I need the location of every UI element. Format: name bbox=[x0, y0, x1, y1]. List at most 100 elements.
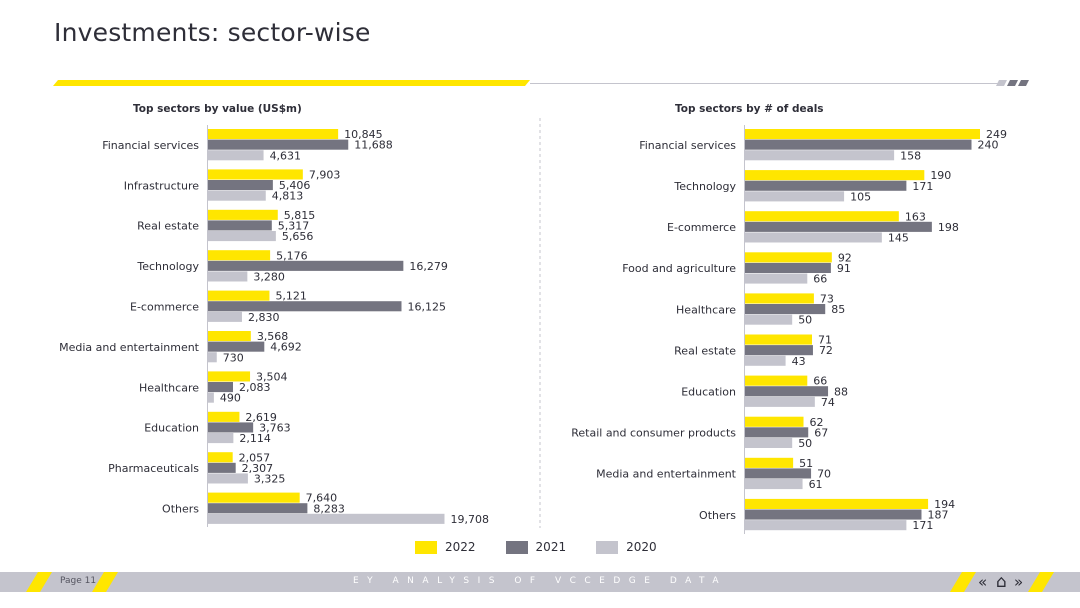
data-label-2021: 2,083 bbox=[239, 381, 271, 394]
data-label-2021: 8,283 bbox=[313, 502, 345, 515]
data-label-2021: 2,307 bbox=[242, 462, 274, 475]
category-label: Pharmaceuticals bbox=[108, 462, 199, 475]
data-label-2021: 88 bbox=[834, 385, 848, 398]
data-label-2022: 249 bbox=[986, 128, 1007, 141]
data-label-2021: 11,688 bbox=[354, 139, 393, 152]
data-label-2021: 5,406 bbox=[279, 179, 311, 192]
footer-stripe-right-2 bbox=[1028, 572, 1054, 592]
legend-label-2020: 2020 bbox=[626, 540, 657, 554]
bar-2021 bbox=[745, 139, 972, 150]
category-label: E-commerce bbox=[667, 221, 736, 234]
bar-2022 bbox=[208, 331, 251, 342]
bar-2020 bbox=[208, 433, 234, 444]
legend-label-2021: 2021 bbox=[535, 540, 567, 554]
nav-home-icon[interactable]: ⌂ bbox=[996, 572, 1007, 592]
data-label-2022: 71 bbox=[818, 334, 832, 347]
category-label: E-commerce bbox=[130, 301, 199, 314]
accent-bar bbox=[53, 80, 530, 86]
bar-2022 bbox=[745, 293, 814, 304]
category-label: Infrastructure bbox=[124, 179, 200, 192]
category-label: Retail and consumer products bbox=[571, 427, 736, 440]
data-label-2021: 171 bbox=[912, 180, 933, 193]
data-label-2020: 171 bbox=[912, 519, 933, 532]
bar-2021 bbox=[208, 180, 273, 191]
bar-2022 bbox=[745, 334, 813, 345]
bar-2021 bbox=[208, 422, 254, 433]
bar-2021 bbox=[745, 427, 809, 438]
data-label-2021: 187 bbox=[927, 509, 948, 522]
bar-2020 bbox=[208, 150, 264, 161]
bar-2021 bbox=[208, 382, 233, 393]
bar-2022 bbox=[208, 209, 278, 220]
nav-next-icon[interactable]: » bbox=[1014, 573, 1024, 591]
accent-tick-3 bbox=[1018, 80, 1029, 86]
data-label-2020: 4,631 bbox=[270, 149, 302, 162]
bar-2020 bbox=[208, 311, 242, 322]
data-label-2022: 7,640 bbox=[306, 492, 338, 505]
data-label-2021: 72 bbox=[819, 344, 833, 357]
data-label-2022: 3,504 bbox=[256, 371, 288, 384]
bar-2020 bbox=[208, 352, 217, 363]
legend-item-2020: 2020 bbox=[596, 540, 657, 554]
bar-2020 bbox=[208, 271, 248, 282]
bar-2020 bbox=[745, 191, 845, 202]
bar-2021 bbox=[208, 139, 349, 150]
data-label-2022: 51 bbox=[799, 457, 813, 470]
bar-2022 bbox=[745, 170, 925, 181]
bar-2021 bbox=[745, 386, 829, 397]
bar-2022 bbox=[745, 211, 899, 222]
bar-2020 bbox=[745, 232, 882, 243]
bar-2021 bbox=[745, 509, 922, 520]
data-label-2022: 7,903 bbox=[309, 169, 341, 182]
category-label: Real estate bbox=[674, 344, 736, 357]
data-label-2021: 4,692 bbox=[270, 341, 302, 354]
title-accent-stripe bbox=[53, 80, 1029, 86]
data-label-2020: 490 bbox=[220, 392, 241, 405]
category-label: Technology bbox=[673, 180, 736, 193]
bar-2021 bbox=[208, 220, 272, 231]
legend-item-2022: 2022 bbox=[415, 540, 476, 554]
data-label-2021: 5,317 bbox=[278, 220, 310, 233]
bar-2022 bbox=[745, 375, 808, 386]
category-label: Food and agriculture bbox=[622, 262, 736, 275]
bar-2020 bbox=[208, 513, 445, 524]
data-label-2021: 16,125 bbox=[408, 300, 447, 313]
data-label-2021: 3,763 bbox=[259, 422, 291, 435]
data-label-2022: 5,121 bbox=[275, 290, 307, 303]
nav-prev-icon[interactable]: « bbox=[978, 573, 988, 591]
category-label: Media and entertainment bbox=[596, 468, 737, 481]
legend-swatch-2020 bbox=[596, 540, 619, 554]
footer-bar bbox=[0, 572, 1080, 592]
data-label-2022: 194 bbox=[934, 498, 955, 511]
legend: 2022 2021 2020 bbox=[415, 540, 687, 554]
bar-2021 bbox=[745, 221, 932, 232]
data-label-2022: 5,176 bbox=[276, 249, 308, 262]
bar-2020 bbox=[208, 392, 214, 403]
footer-stripe-left-2 bbox=[92, 572, 118, 592]
data-label-2020: 105 bbox=[850, 190, 871, 203]
data-label-2020: 730 bbox=[223, 351, 244, 364]
data-label-2022: 2,619 bbox=[245, 411, 276, 424]
bar-2020 bbox=[745, 437, 793, 448]
data-label-2020: 158 bbox=[900, 149, 921, 162]
page-number: Page 11 bbox=[60, 576, 97, 586]
data-label-2021: 91 bbox=[837, 262, 851, 275]
chart-title-deals: Top sectors by # of deals bbox=[675, 103, 824, 115]
category-label: Financial services bbox=[639, 139, 736, 152]
data-label-2021: 85 bbox=[831, 303, 845, 316]
legend-swatch-2021 bbox=[505, 540, 528, 554]
bar-2022 bbox=[208, 492, 300, 503]
data-label-2022: 66 bbox=[813, 375, 827, 388]
data-label-2022: 73 bbox=[820, 293, 834, 306]
data-label-2020: 50 bbox=[798, 314, 812, 327]
data-label-2020: 3,325 bbox=[254, 473, 286, 486]
data-label-2022: 163 bbox=[905, 210, 926, 223]
data-label-2021: 16,279 bbox=[409, 260, 448, 273]
bar-2021 bbox=[745, 304, 826, 315]
data-label-2021: 70 bbox=[817, 468, 831, 481]
data-label-2021: 240 bbox=[978, 139, 999, 152]
bar-2020 bbox=[745, 314, 793, 325]
bar-2022 bbox=[745, 252, 832, 263]
